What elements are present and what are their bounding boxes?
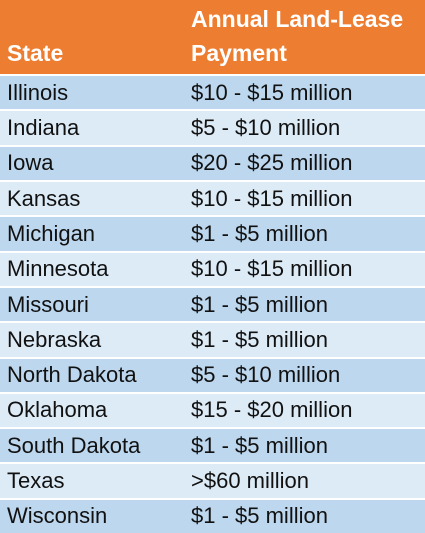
cell-state: Michigan — [7, 220, 96, 246]
table-row: Michigan $1 - $5 million — [0, 215, 425, 251]
cell-payment: $5 - $10 million — [191, 362, 341, 388]
table-row: Iowa $20 - $25 million — [0, 144, 425, 180]
table-row: Nebraska $1 - $5 million — [0, 321, 425, 357]
cell-state: North Dakota — [7, 362, 137, 388]
cell-payment: $1 - $5 million — [191, 432, 328, 458]
table-row: Oklahoma $15 - $20 million — [0, 391, 425, 428]
table-row: Missouri $1 - $5 million — [0, 285, 425, 322]
table-row: South Dakota $1 - $5 million — [0, 427, 425, 463]
table-row: Indiana $5 - $10 million — [0, 109, 425, 145]
cell-state: Nebraska — [7, 326, 102, 352]
table-row: Illinois $10 - $15 million — [0, 74, 425, 110]
table-row: North Dakota $5 - $10 million — [0, 356, 425, 392]
cell-payment: $15 - $20 million — [191, 397, 353, 423]
header-payment: Annual Land-Lease Payment — [191, 6, 404, 66]
cell-payment: $1 - $5 million — [191, 326, 328, 352]
cell-payment: $1 - $5 million — [191, 291, 328, 317]
cell-payment: >$60 million — [191, 468, 310, 494]
cell-state: South Dakota — [7, 432, 141, 458]
cell-state: Texas — [7, 468, 65, 494]
cell-payment: $1 - $5 million — [191, 220, 328, 246]
cell-state: Kansas — [7, 185, 81, 211]
table-row: Texas >$60 million — [0, 462, 425, 498]
header-state: State — [7, 40, 64, 66]
cell-payment: $20 - $25 million — [191, 150, 353, 176]
table-row: Minnesota $10 - $15 million — [0, 250, 425, 286]
table-header: State Annual Land-Lease Payment — [0, 0, 425, 74]
cell-state: Missouri — [7, 291, 89, 317]
cell-state: Indiana — [7, 114, 80, 140]
table-row: Kansas $10 - $15 million — [0, 179, 425, 216]
cell-payment: $1 - $5 million — [191, 503, 328, 529]
cell-state: Iowa — [7, 150, 54, 176]
cell-payment: $10 - $15 million — [191, 79, 353, 105]
cell-payment: $10 - $15 million — [191, 256, 353, 282]
table-row: Wisconsin $1 - $5 million — [0, 497, 425, 533]
cell-payment: $10 - $15 million — [191, 185, 353, 211]
cell-state: Illinois — [7, 79, 69, 105]
cell-payment: $5 - $10 million — [191, 114, 341, 140]
cell-state: Oklahoma — [7, 397, 108, 423]
table-body: Illinois $10 - $15 million Indiana $5 - … — [0, 74, 425, 533]
cell-state: Minnesota — [7, 256, 109, 282]
cell-state: Wisconsin — [7, 503, 108, 529]
